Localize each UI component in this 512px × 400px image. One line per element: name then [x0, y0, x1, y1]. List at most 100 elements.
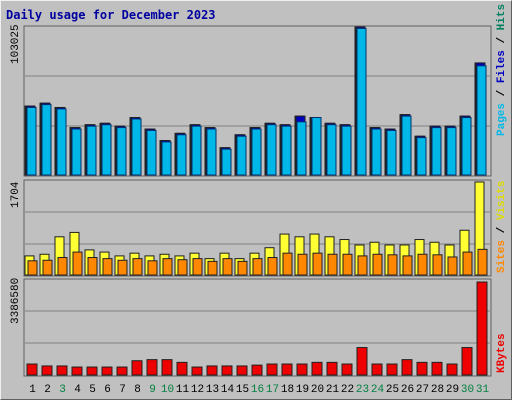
sites-bar	[252, 258, 263, 276]
sites-bar	[417, 253, 428, 276]
day-label: 24	[371, 384, 385, 396]
kbytes-bar	[41, 365, 53, 376]
sites-bar	[267, 257, 278, 276]
slash-label: /	[496, 220, 508, 233]
slash-label: /	[496, 83, 508, 96]
day-label: 5	[89, 384, 96, 396]
day-label: 12	[191, 384, 204, 396]
kbytes-bar	[26, 363, 38, 376]
kbytes-bar	[221, 365, 233, 376]
kbytes-bar	[326, 361, 338, 376]
sites-bar	[462, 251, 473, 276]
kbytes-bar	[446, 363, 458, 376]
kbytes-bar	[236, 365, 248, 376]
day-label: 1	[29, 384, 36, 396]
bottom-panel-bars	[26, 281, 488, 376]
sites-bar	[477, 248, 488, 276]
pages-bar	[191, 125, 202, 176]
pages-bar	[221, 148, 232, 176]
day-label: 6	[104, 384, 111, 396]
kbytes-bar	[71, 366, 83, 376]
kbytes-bar	[176, 361, 188, 376]
day-label: 16	[251, 384, 264, 396]
top-ylabel: Pages / Files / Hits	[496, 4, 508, 136]
day-label: 21	[326, 384, 340, 396]
pages-bar	[251, 128, 262, 176]
sites-bar	[447, 256, 458, 276]
pages-bar	[176, 134, 187, 176]
day-label: 2	[44, 384, 51, 396]
pages-bar	[71, 128, 82, 176]
pages-bar	[131, 118, 142, 176]
kbytes-bar	[476, 281, 488, 376]
pages-bar	[116, 127, 127, 176]
sites-bar	[387, 254, 398, 276]
top-panel-frame	[23, 25, 492, 177]
pages-bar	[41, 104, 52, 176]
sites-bar	[207, 260, 218, 276]
pages-bar	[476, 65, 487, 176]
pages-bar	[281, 125, 292, 176]
middle-panel-bars	[24, 181, 488, 276]
day-label: 19	[296, 384, 309, 396]
kbytes-bar	[431, 361, 443, 376]
day-label: 25	[386, 384, 399, 396]
sites-bar	[57, 257, 68, 276]
pages-bar	[461, 117, 472, 176]
sites-bar	[402, 255, 413, 276]
sites-bar	[357, 255, 368, 276]
sites-bar	[87, 257, 98, 276]
pages-bar	[371, 128, 382, 176]
sites-bar	[237, 260, 248, 276]
sites-bar	[72, 251, 83, 276]
kbytes-bar	[101, 366, 113, 376]
day-label: 14	[221, 384, 235, 396]
sites-bar	[177, 259, 188, 276]
kbytes-bar	[86, 366, 98, 376]
pages-bar	[236, 135, 247, 176]
bottom-panel: 3386580 KBytes	[10, 278, 508, 377]
day-label: 13	[206, 384, 219, 396]
pages-bar	[341, 125, 352, 176]
pages-bar	[86, 125, 97, 176]
day-label: 11	[176, 384, 190, 396]
kbytes-bar	[386, 363, 398, 376]
kbytes-bar	[311, 361, 323, 376]
top-max-label: 103025	[10, 24, 22, 64]
pages-bar	[26, 106, 37, 176]
middle-panel: 1704 Sites / Visits	[10, 179, 508, 277]
sites-bar	[342, 253, 353, 276]
day-label: 23	[356, 384, 369, 396]
pages-bar	[311, 117, 322, 176]
kbytes-bar	[461, 347, 473, 376]
pages-label: Pages	[496, 103, 508, 136]
kbytes-bar	[341, 363, 353, 376]
sites-bar	[162, 258, 173, 276]
day-label: 7	[119, 384, 126, 396]
day-label: 28	[431, 384, 444, 396]
top-panel: 103025 Pages / Files / Hits	[10, 4, 508, 177]
sites-bar	[192, 258, 203, 276]
kbytes-bar	[416, 361, 428, 376]
sites-bar	[327, 253, 338, 276]
sites-bar	[132, 258, 143, 276]
pages-bar	[56, 108, 67, 176]
files-label: Files	[496, 50, 508, 83]
pages-bar	[206, 128, 217, 176]
day-label: 8	[134, 384, 141, 396]
sites-bar	[117, 259, 128, 276]
bottom-max-label: 3386580	[10, 278, 22, 324]
kbytes-bar	[56, 365, 68, 376]
sites-bar	[222, 258, 233, 276]
day-label: 20	[311, 384, 324, 396]
day-label: 17	[266, 384, 279, 396]
kbytes-bar	[266, 363, 278, 376]
sites-bar	[102, 258, 113, 276]
pages-bar	[446, 127, 457, 176]
pages-bar	[266, 124, 277, 176]
day-label: 22	[341, 384, 354, 396]
kbytes-bar	[251, 364, 263, 376]
pages-bar	[386, 129, 397, 176]
